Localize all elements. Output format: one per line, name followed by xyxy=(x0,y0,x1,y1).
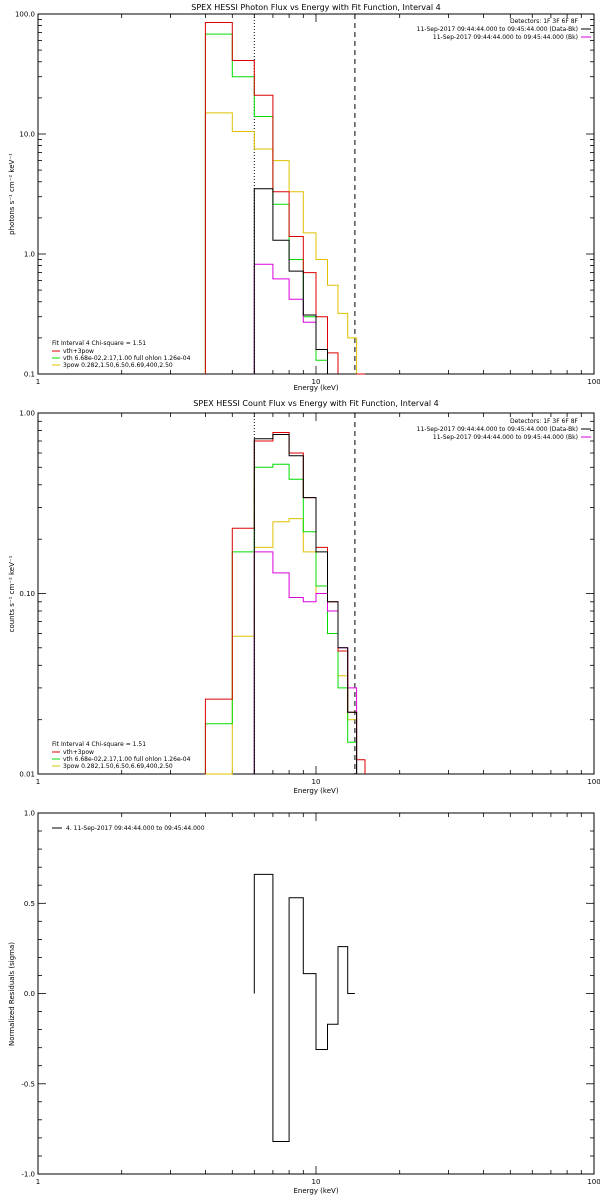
series-3pow xyxy=(205,518,358,775)
series-vth xyxy=(204,463,358,774)
x-tick-label: 1 xyxy=(36,778,40,786)
y-tick-label: 10.0 xyxy=(19,131,35,139)
y-tick-label: -0.5 xyxy=(21,1080,35,1088)
series-bk xyxy=(253,551,358,774)
residuals-tick-labels: 1 10 100 -1.0 -0.5 0.0 0.5 1.0 xyxy=(21,810,600,1187)
residuals-y-axis-label: Normalized Residuals (sigma) xyxy=(8,942,16,1046)
series-vth xyxy=(204,33,357,375)
y-tick-label: 0.10 xyxy=(19,590,35,598)
count-detectors-label: Detectors: 1F 3F 6F 8F xyxy=(510,418,579,425)
series-data-bk xyxy=(253,434,358,774)
count-ticks xyxy=(37,413,594,775)
residuals-x-axis-label: Energy (keV) xyxy=(293,1187,338,1195)
residuals-legend: 4. 11-Sep-2017 09:44:44.000 to 09:45:44.… xyxy=(52,825,205,832)
count-flux-panel: SPEX HESSI Count Flux vs Energy with Fit… xyxy=(8,399,600,795)
count-x-axis-label: Energy (keV) xyxy=(293,787,338,795)
photon-legend-top: Detectors: 1F 3F 6F 8F 11-Sep-2017 09:44… xyxy=(417,18,591,41)
y-tick-label: -1.0 xyxy=(21,1171,35,1179)
photon-legend-3pow-label: 3pow 0.282,1.50,6.50,6.69,400,2.50 xyxy=(63,362,173,369)
series-residuals xyxy=(253,873,355,1142)
count-legend-3pow-label: 3pow 0.282,1.50,6.50,6.69,400,2.50 xyxy=(63,763,173,770)
residuals-ticks xyxy=(37,812,594,1175)
series-vth-3pow xyxy=(204,432,366,774)
count-legend-vth3pow-label: vth+3pow xyxy=(63,749,94,756)
y-tick-label: 0.0 xyxy=(24,990,35,998)
photon-detectors-label: Detectors: 1F 3F 6F 8F xyxy=(510,18,579,25)
photon-vlines xyxy=(253,14,356,374)
photon-legend-vth-label: vth 6.68e-02,2.17,1.00 full ohlon 1.26e-… xyxy=(63,355,191,362)
series-bk xyxy=(253,263,357,375)
y-tick-label: 1.0 xyxy=(24,251,35,259)
x-tick-label: 10 xyxy=(312,1178,321,1186)
count-legend-databk-label: 11-Sep-2017 09:44:44.000 to 09:45:44.000… xyxy=(417,426,578,433)
count-legend-top: Detectors: 1F 3F 6F 8F 11-Sep-2017 09:44… xyxy=(417,418,591,441)
count-chart-title: SPEX HESSI Count Flux vs Energy with Fit… xyxy=(193,399,438,408)
count-legend-vth-label: vth 6.68e-02,2.17,1.00 full ohlon 1.26e-… xyxy=(63,756,191,763)
series-data-bk xyxy=(253,188,357,375)
photon-series xyxy=(204,22,365,375)
count-legend-bk-label: 11-Sep-2017 09:44:44.000 to 09:45:44.000… xyxy=(433,434,578,441)
x-tick-label: 1 xyxy=(36,378,40,386)
photon-legend-bk-label: 11-Sep-2017 09:44:44.000 to 09:45:44.000… xyxy=(433,34,578,41)
residuals-series xyxy=(253,873,355,1142)
x-tick-label: 100 xyxy=(587,378,600,386)
photon-chart-title: SPEX HESSI Photon Flux vs Energy with Fi… xyxy=(191,3,441,12)
x-tick-label: 10 xyxy=(312,378,321,386)
photon-y-axis-label: photons s⁻¹ cm⁻² keV⁻¹ xyxy=(8,153,16,235)
y-tick-label: 100.0 xyxy=(15,11,35,19)
x-tick-label: 10 xyxy=(312,778,321,786)
y-tick-label: 0.1 xyxy=(24,371,35,379)
photon-legend-databk-label: 11-Sep-2017 09:44:44.000 to 09:45:44.000… xyxy=(417,26,578,33)
x-tick-label: 1 xyxy=(36,1178,40,1186)
count-tick-labels: 1 10 100 0.01 0.10 1.00 xyxy=(19,410,600,787)
photon-fit-header: Fit Interval 4 Chi-square = 1.51 xyxy=(52,340,146,347)
x-tick-label: 100 xyxy=(587,778,600,786)
residuals-legend-label: 4. 11-Sep-2017 09:44:44.000 to 09:45:44.… xyxy=(66,825,205,832)
photon-flux-panel: SPEX HESSI Photon Flux vs Energy with Fi… xyxy=(8,3,600,392)
photon-tick-labels: 1 10 100 0.1 1.0 10.0 100.0 xyxy=(15,11,600,387)
count-fit-header: Fit Interval 4 Chi-square = 1.51 xyxy=(52,741,146,748)
photon-x-axis-label: Energy (keV) xyxy=(293,384,338,392)
x-tick-label: 100 xyxy=(587,1178,600,1186)
residuals-panel: 1 10 100 -1.0 -0.5 0.0 0.5 1.0 Energy (keV) Nor… xyxy=(8,810,600,1196)
count-legend-bottom: Fit Interval 4 Chi-square = 1.51 vth+3po… xyxy=(52,741,191,770)
y-tick-label: 1.0 xyxy=(24,810,35,818)
count-series xyxy=(204,432,366,775)
photon-legend-vth3pow-label: vth+3pow xyxy=(63,348,94,355)
count-y-axis-label: counts s⁻¹ cm⁻² keV⁻¹ xyxy=(8,555,16,632)
y-tick-label: 0.5 xyxy=(24,900,35,908)
series-vth-3pow xyxy=(204,22,365,375)
y-tick-label: 1.00 xyxy=(19,410,35,418)
y-tick-label: 0.01 xyxy=(19,771,35,779)
series-3pow xyxy=(204,112,358,374)
photon-legend-bottom: Fit Interval 4 Chi-square = 1.51 vth+3po… xyxy=(52,340,191,369)
